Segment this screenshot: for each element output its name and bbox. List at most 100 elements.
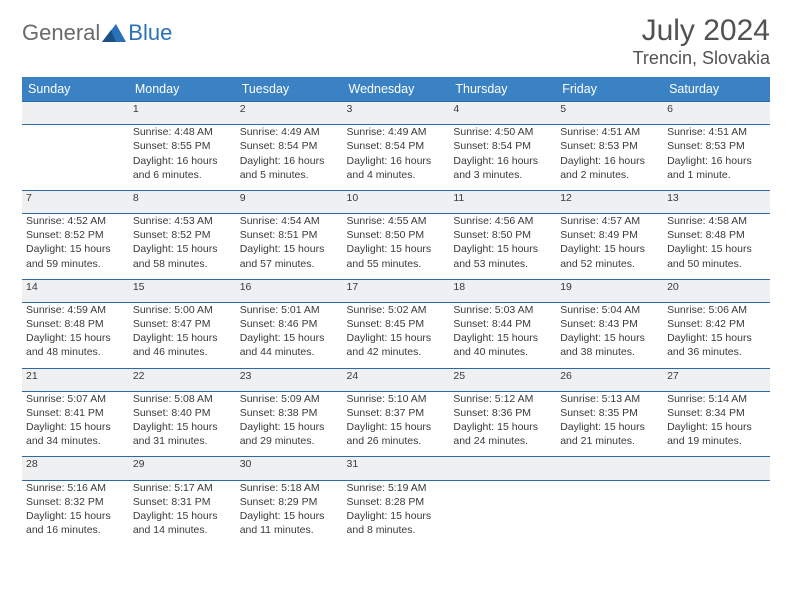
day-number-row: 28293031 <box>22 457 770 480</box>
day-cell: Sunrise: 5:16 AMSunset: 8:32 PMDaylight:… <box>22 480 129 545</box>
day-cell: Sunrise: 5:06 AMSunset: 8:42 PMDaylight:… <box>663 302 770 368</box>
calendar-table: Sunday Monday Tuesday Wednesday Thursday… <box>22 77 770 545</box>
sunset-line: Sunset: 8:32 PM <box>26 495 125 509</box>
day-number: 22 <box>129 368 236 391</box>
sunset-line: Sunset: 8:43 PM <box>560 317 659 331</box>
day-cell <box>22 125 129 191</box>
day-header: Wednesday <box>343 77 450 102</box>
day-number: 25 <box>449 368 556 391</box>
sunrise-line: Sunrise: 5:02 AM <box>347 303 446 317</box>
sunrise-line: Sunrise: 5:17 AM <box>133 481 232 495</box>
daylight-line-1: Daylight: 15 hours <box>240 420 339 434</box>
daylight-line-2: and 57 minutes. <box>240 257 339 271</box>
daylight-line-1: Daylight: 15 hours <box>560 331 659 345</box>
daylight-line-2: and 29 minutes. <box>240 434 339 448</box>
day-cell: Sunrise: 4:52 AMSunset: 8:52 PMDaylight:… <box>22 214 129 280</box>
day-number: 30 <box>236 457 343 480</box>
day-cell: Sunrise: 5:02 AMSunset: 8:45 PMDaylight:… <box>343 302 450 368</box>
daylight-line-1: Daylight: 15 hours <box>133 509 232 523</box>
day-number: 18 <box>449 279 556 302</box>
sunrise-line: Sunrise: 5:13 AM <box>560 392 659 406</box>
sunrise-line: Sunrise: 5:00 AM <box>133 303 232 317</box>
day-header: Friday <box>556 77 663 102</box>
day-header: Thursday <box>449 77 556 102</box>
day-number: 19 <box>556 279 663 302</box>
day-cell: Sunrise: 5:08 AMSunset: 8:40 PMDaylight:… <box>129 391 236 457</box>
day-number: 16 <box>236 279 343 302</box>
day-number-row: 14151617181920 <box>22 279 770 302</box>
day-number: 7 <box>22 190 129 213</box>
day-number-row: 21222324252627 <box>22 368 770 391</box>
daylight-line-2: and 52 minutes. <box>560 257 659 271</box>
daylight-line-1: Daylight: 15 hours <box>453 331 552 345</box>
daylight-line-1: Daylight: 15 hours <box>347 420 446 434</box>
daylight-line-2: and 58 minutes. <box>133 257 232 271</box>
sunset-line: Sunset: 8:48 PM <box>667 228 766 242</box>
day-number: 23 <box>236 368 343 391</box>
daylight-line-1: Daylight: 15 hours <box>26 242 125 256</box>
sunrise-line: Sunrise: 5:12 AM <box>453 392 552 406</box>
day-number: 11 <box>449 190 556 213</box>
day-number: 20 <box>663 279 770 302</box>
daylight-line-2: and 5 minutes. <box>240 168 339 182</box>
sunset-line: Sunset: 8:49 PM <box>560 228 659 242</box>
brand-general-text: General <box>22 20 100 46</box>
sunset-line: Sunset: 8:36 PM <box>453 406 552 420</box>
sunset-line: Sunset: 8:34 PM <box>667 406 766 420</box>
day-cell: Sunrise: 4:51 AMSunset: 8:53 PMDaylight:… <box>663 125 770 191</box>
sunset-line: Sunset: 8:54 PM <box>240 139 339 153</box>
daylight-line-2: and 11 minutes. <box>240 523 339 537</box>
day-header: Tuesday <box>236 77 343 102</box>
sunset-line: Sunset: 8:28 PM <box>347 495 446 509</box>
day-cell: Sunrise: 4:53 AMSunset: 8:52 PMDaylight:… <box>129 214 236 280</box>
daylight-line-1: Daylight: 15 hours <box>453 420 552 434</box>
daylight-line-1: Daylight: 15 hours <box>240 331 339 345</box>
daylight-line-2: and 44 minutes. <box>240 345 339 359</box>
day-cell: Sunrise: 5:01 AMSunset: 8:46 PMDaylight:… <box>236 302 343 368</box>
daylight-line-1: Daylight: 15 hours <box>26 420 125 434</box>
daylight-line-1: Daylight: 15 hours <box>347 509 446 523</box>
daylight-line-1: Daylight: 16 hours <box>133 154 232 168</box>
daylight-line-2: and 21 minutes. <box>560 434 659 448</box>
sunset-line: Sunset: 8:50 PM <box>347 228 446 242</box>
daylight-line-1: Daylight: 15 hours <box>667 420 766 434</box>
daylight-line-2: and 38 minutes. <box>560 345 659 359</box>
sunrise-line: Sunrise: 4:57 AM <box>560 214 659 228</box>
sunrise-line: Sunrise: 5:04 AM <box>560 303 659 317</box>
day-number: 1 <box>129 102 236 125</box>
day-cell: Sunrise: 5:03 AMSunset: 8:44 PMDaylight:… <box>449 302 556 368</box>
day-number: 29 <box>129 457 236 480</box>
day-cell: Sunrise: 5:00 AMSunset: 8:47 PMDaylight:… <box>129 302 236 368</box>
sunrise-line: Sunrise: 5:07 AM <box>26 392 125 406</box>
sunset-line: Sunset: 8:37 PM <box>347 406 446 420</box>
sunrise-line: Sunrise: 5:14 AM <box>667 392 766 406</box>
daylight-line-2: and 4 minutes. <box>347 168 446 182</box>
sunrise-line: Sunrise: 4:49 AM <box>347 125 446 139</box>
sunset-line: Sunset: 8:51 PM <box>240 228 339 242</box>
sunset-line: Sunset: 8:40 PM <box>133 406 232 420</box>
day-cell: Sunrise: 5:10 AMSunset: 8:37 PMDaylight:… <box>343 391 450 457</box>
daylight-line-2: and 42 minutes. <box>347 345 446 359</box>
day-header-row: Sunday Monday Tuesday Wednesday Thursday… <box>22 77 770 102</box>
day-cell: Sunrise: 4:59 AMSunset: 8:48 PMDaylight:… <box>22 302 129 368</box>
daylight-line-1: Daylight: 16 hours <box>453 154 552 168</box>
day-cell: Sunrise: 4:48 AMSunset: 8:55 PMDaylight:… <box>129 125 236 191</box>
sunrise-line: Sunrise: 4:59 AM <box>26 303 125 317</box>
day-number: 4 <box>449 102 556 125</box>
day-number: 3 <box>343 102 450 125</box>
day-cell: Sunrise: 5:12 AMSunset: 8:36 PMDaylight:… <box>449 391 556 457</box>
day-number: 5 <box>556 102 663 125</box>
daylight-line-2: and 19 minutes. <box>667 434 766 448</box>
sunset-line: Sunset: 8:38 PM <box>240 406 339 420</box>
sunrise-line: Sunrise: 5:16 AM <box>26 481 125 495</box>
daylight-line-1: Daylight: 15 hours <box>560 242 659 256</box>
sunrise-line: Sunrise: 5:09 AM <box>240 392 339 406</box>
day-number: 6 <box>663 102 770 125</box>
sunrise-line: Sunrise: 5:19 AM <box>347 481 446 495</box>
sunrise-line: Sunrise: 5:03 AM <box>453 303 552 317</box>
day-cell: Sunrise: 4:50 AMSunset: 8:54 PMDaylight:… <box>449 125 556 191</box>
day-number-row: 123456 <box>22 102 770 125</box>
sunset-line: Sunset: 8:52 PM <box>133 228 232 242</box>
day-cell: Sunrise: 5:18 AMSunset: 8:29 PMDaylight:… <box>236 480 343 545</box>
day-cell: Sunrise: 4:58 AMSunset: 8:48 PMDaylight:… <box>663 214 770 280</box>
